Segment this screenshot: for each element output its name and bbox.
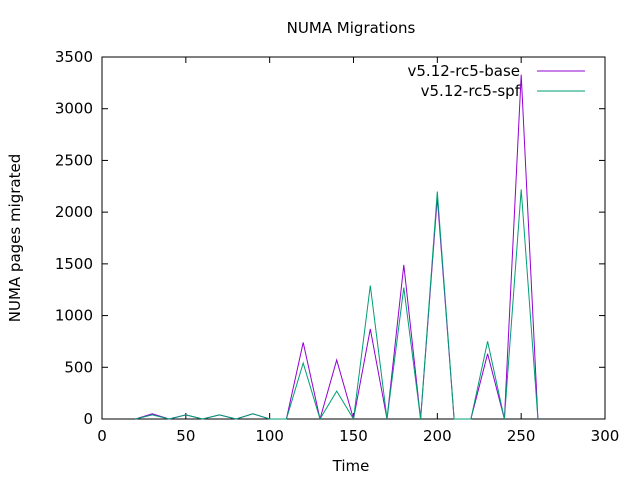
- chart-title: NUMA Migrations: [287, 19, 416, 37]
- x-tick-label: 50: [176, 427, 195, 445]
- x-axis-label: Time: [332, 457, 370, 475]
- legend-label: v5.12-rc5-base: [408, 62, 521, 80]
- y-tick-label: 2500: [55, 151, 93, 169]
- x-tick-label: 200: [423, 427, 452, 445]
- y-tick-label: 1500: [55, 255, 93, 273]
- x-tick-label: 300: [591, 427, 620, 445]
- legend-label: v5.12-rc5-spf: [421, 82, 521, 100]
- x-tick-label: 250: [507, 427, 536, 445]
- x-tick-label: 100: [255, 427, 284, 445]
- series-line-1: [135, 74, 539, 420]
- y-tick-label: 3500: [55, 48, 93, 66]
- series-lines: [135, 74, 539, 421]
- y-tick-label: 500: [64, 358, 93, 376]
- y-axis: 0 500 1000 1500 2000 2500 3000 3500: [55, 48, 605, 428]
- y-axis-label: NUMA pages migrated: [6, 154, 24, 323]
- legend: v5.12-rc5-base v5.12-rc5-spf: [408, 62, 585, 100]
- y-tick-label: 3000: [55, 100, 93, 118]
- series-line-2: [135, 189, 539, 421]
- x-tick-label: 150: [339, 427, 368, 445]
- x-axis: 0 50 100 150 200 250 300: [97, 57, 619, 445]
- y-tick-label: 0: [83, 410, 93, 428]
- y-tick-label: 2000: [55, 203, 93, 221]
- x-tick-label: 0: [97, 427, 107, 445]
- y-tick-label: 1000: [55, 307, 93, 325]
